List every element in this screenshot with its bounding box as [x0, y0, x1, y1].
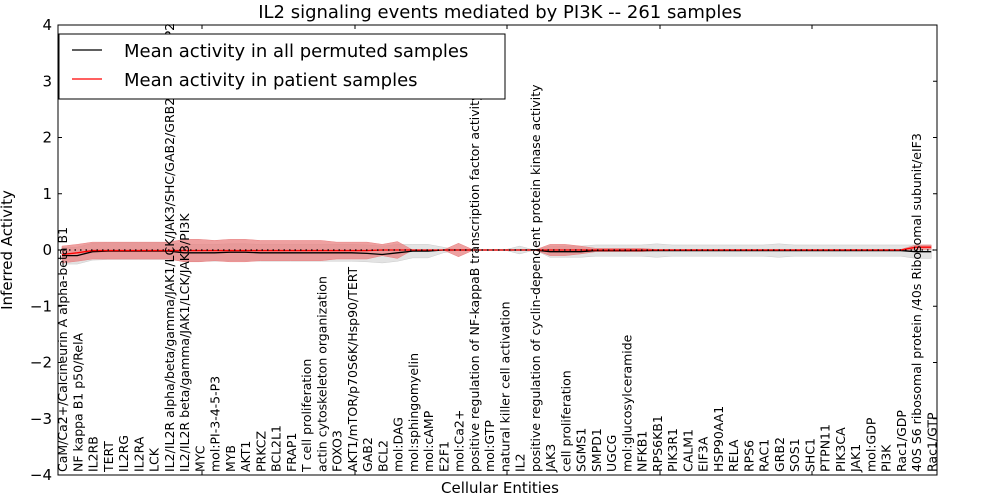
x-tick-label: AKT1/mTOR/p70S6K/Hsp90/TERT: [345, 266, 360, 472]
y-tick-label: 1: [42, 185, 52, 203]
y-tick-label: −3: [30, 410, 52, 428]
x-tick-label: GAB2: [360, 437, 375, 472]
x-tick-label: GRB2: [772, 437, 787, 472]
x-tick-label: FOXO3: [330, 430, 345, 472]
x-tick-label: E2F1: [436, 441, 451, 472]
x-tick-label: positive regulation of NF-kappaB transcr…: [467, 93, 482, 472]
x-tick-label: PIK3CA: [833, 427, 848, 472]
y-tick-label: 3: [42, 72, 52, 90]
x-tick-label: BCL2L1: [269, 425, 284, 472]
x-tick-label: mol:DAG: [391, 417, 406, 472]
x-tick-label: natural killer cell activation: [497, 301, 512, 472]
x-tick-label: mol:sphingomyelin: [406, 353, 421, 472]
x-tick-label: AKT1: [238, 441, 253, 472]
x-tick-label: mol:GTP: [482, 420, 497, 472]
x-tick-labels: CaM/Ca2+/Calcineurin A alpha-beta B1 NF k…: [55, 23, 939, 473]
x-tick-label: SHC1: [802, 438, 817, 472]
x-tick-label: actin cytoskeleton organization: [314, 276, 329, 472]
x-tick-label: IL2RA: [131, 436, 146, 472]
x-tick-label: NF kappa B1 p50/RelA: [70, 332, 85, 472]
x-tick-label: NFKB1: [635, 431, 650, 472]
x-tick-label: TERT: [101, 441, 116, 473]
y-tick-label: −4: [30, 466, 52, 484]
legend-label-permuted: Mean activity in all permuted samples: [124, 41, 468, 62]
x-tick-label: 40S S6 ribosomal protein /40s Ribosomal …: [909, 133, 924, 472]
legend-label-patient: Mean activity in patient samples: [124, 70, 418, 91]
x-tick-label: RPS6: [741, 440, 756, 472]
x-tick-label: mol:GDP: [863, 417, 878, 472]
x-tick-label: Rac1/GTP: [924, 412, 939, 472]
band-patient: [61, 239, 932, 264]
x-tick-label: RELA: [726, 439, 741, 472]
x-axis-label: Cellular Entities: [441, 479, 559, 497]
x-tick-label: PI3K: [879, 444, 894, 472]
top-ticks: [201, 25, 813, 475]
x-tick-label: BCL2: [375, 440, 390, 472]
legend: Mean activity in all permuted samples Me…: [58, 33, 506, 100]
legend-box: [58, 33, 506, 100]
x-tick-label: IL2/IL2R alpha/beta/gamma/JAK1/LCK/JAK3/…: [162, 23, 177, 472]
chart-title: IL2 signaling events mediated by PI3K --…: [258, 2, 742, 23]
x-tick-label: SOS1: [787, 438, 802, 472]
x-tick-label: PIK3R1: [665, 428, 680, 472]
x-tick-label: SMPD1: [589, 428, 604, 472]
x-tick-label: mol:cAMP: [421, 410, 436, 472]
x-tick-label: PRKCZ: [253, 431, 268, 472]
x-tick-label: FRAP1: [284, 433, 299, 472]
x-tick-label: RPS6KB1: [650, 415, 665, 472]
x-tick-label: PTPN11: [818, 424, 833, 472]
x-tick-label: IL2/IL2R beta/gamma/JAK1/LCK/JAK3/PI3K: [177, 213, 192, 472]
x-tick-label: mol:Ca2+: [452, 410, 467, 472]
x-tick-label: IL2RG: [116, 435, 131, 472]
x-tick-label: MYC: [192, 445, 207, 472]
y-tick-label: −2: [30, 354, 52, 372]
x-tick-label: Rac1/GDP: [894, 410, 909, 472]
y-tick-label: 0: [42, 241, 52, 259]
x-tick-label: RAC1: [757, 439, 772, 472]
x-tick-label: mol:glucosylceramide: [619, 334, 634, 472]
x-tick-label: CaM/Ca2+/Calcineurin A alpha-beta B1: [55, 227, 70, 472]
x-tick-label: cell proliferation: [558, 370, 573, 472]
x-tick-label: T cell proliferation: [299, 359, 314, 473]
x-tick-label: CALM1: [680, 429, 695, 472]
x-tick-label: HSP90AA1: [711, 406, 726, 472]
x-tick-label: LCK: [147, 447, 162, 472]
x-tick-label: positive regulation of cyclin-dependent …: [528, 84, 543, 472]
y-axis-label: Inferred Activity: [0, 190, 16, 310]
bands: [61, 239, 932, 265]
y-axis: −4 −3 −2 −1 0 1 2 3 4: [30, 16, 937, 484]
x-tick-label: UGCG: [604, 435, 619, 472]
x-tick-label: SGMS1: [574, 428, 589, 472]
y-tick-label: 4: [42, 16, 52, 34]
x-tick-label: JAK3: [543, 444, 558, 473]
x-tick-label: mol:PI-3-4-5-P3: [208, 376, 223, 472]
x-tick-label: JAK1: [848, 444, 863, 473]
x-tick-label: IL2: [513, 453, 528, 472]
x-tick-label: EIF3A: [696, 436, 711, 472]
x-tick-label: MYB: [223, 445, 238, 472]
y-tick-label: −1: [30, 297, 52, 315]
x-tick-label: IL2RB: [86, 436, 101, 472]
y-tick-label: 2: [42, 129, 52, 147]
